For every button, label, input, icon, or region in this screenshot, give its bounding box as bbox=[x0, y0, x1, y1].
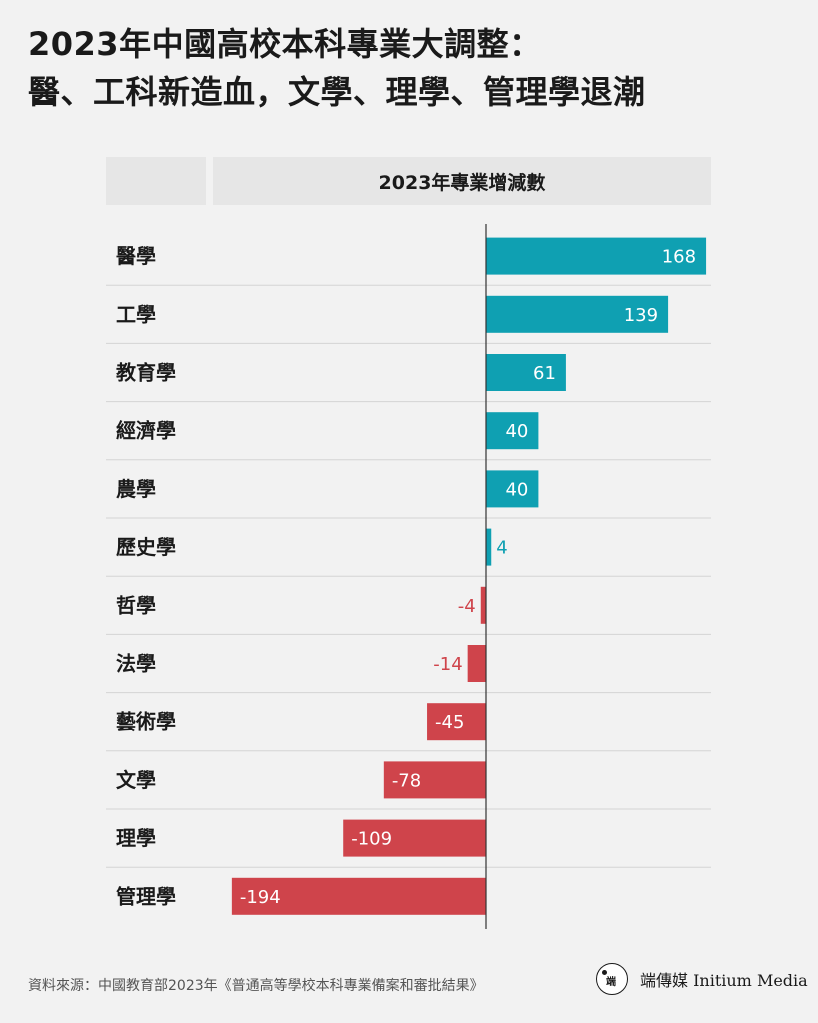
value-label: 4 bbox=[496, 538, 507, 559]
value-label: 61 bbox=[533, 363, 556, 384]
category-label: 教育學 bbox=[116, 361, 176, 385]
category-header-cell bbox=[106, 157, 206, 205]
category-label: 農學 bbox=[116, 477, 156, 501]
logo-mark-icon: 端 bbox=[596, 963, 628, 995]
title-line-2: 醫、工科新造血，文學、理學、管理學退潮 bbox=[28, 73, 646, 111]
category-label: 藝術學 bbox=[116, 710, 176, 734]
category-label: 理學 bbox=[116, 826, 156, 850]
brand-name: 端傳媒 Initium Media bbox=[640, 971, 808, 990]
category-label: 哲學 bbox=[116, 593, 156, 617]
value-label: -45 bbox=[435, 712, 464, 733]
category-label: 管理學 bbox=[116, 884, 176, 908]
value-label: 168 bbox=[662, 247, 696, 268]
chart-title: 2023年中國高校本科專業大調整： 醫、工科新造血，文學、理學、管理學退潮 bbox=[28, 20, 798, 116]
value-label: 40 bbox=[505, 479, 528, 500]
bar bbox=[486, 237, 707, 275]
category-label: 歷史學 bbox=[116, 535, 176, 559]
brand-logo: 端 端傳媒 Initium Media bbox=[596, 963, 808, 995]
value-label: -194 bbox=[240, 887, 281, 908]
bar bbox=[480, 586, 486, 624]
value-label: 40 bbox=[505, 421, 528, 442]
title-line-1: 2023年中國高校本科專業大調整： bbox=[28, 25, 542, 63]
value-label: 139 bbox=[624, 305, 658, 326]
bar-chart: 醫學 168 工學 139 教育學 61 經濟學 40 農學 40 歷史學 4 哲學 -4 法學 -14 藝術學… bbox=[106, 224, 711, 929]
category-label: 工學 bbox=[116, 302, 156, 326]
value-label: -4 bbox=[458, 596, 476, 617]
bar bbox=[467, 645, 486, 682]
bar bbox=[486, 412, 539, 450]
bar bbox=[231, 877, 486, 915]
bar bbox=[486, 528, 492, 566]
category-label: 文學 bbox=[116, 768, 156, 792]
category-label: 醫學 bbox=[116, 244, 156, 268]
value-label: -14 bbox=[433, 654, 462, 675]
bar bbox=[486, 354, 566, 391]
bar bbox=[383, 761, 486, 799]
bar bbox=[343, 819, 486, 857]
source-note: 資料來源：中國教育部2023年《普通高等學校本科專業備案和審批結果》 bbox=[28, 978, 484, 994]
bar bbox=[486, 295, 669, 333]
bar bbox=[427, 703, 486, 741]
value-header-label: 2023年專業增減數 bbox=[378, 171, 546, 194]
value-label: -78 bbox=[392, 770, 421, 791]
category-label: 法學 bbox=[116, 652, 156, 676]
value-label: -109 bbox=[351, 829, 392, 850]
value-header-cell: 2023年專業增減數 bbox=[213, 157, 711, 205]
bar bbox=[486, 470, 539, 508]
category-label: 經濟學 bbox=[116, 419, 176, 443]
